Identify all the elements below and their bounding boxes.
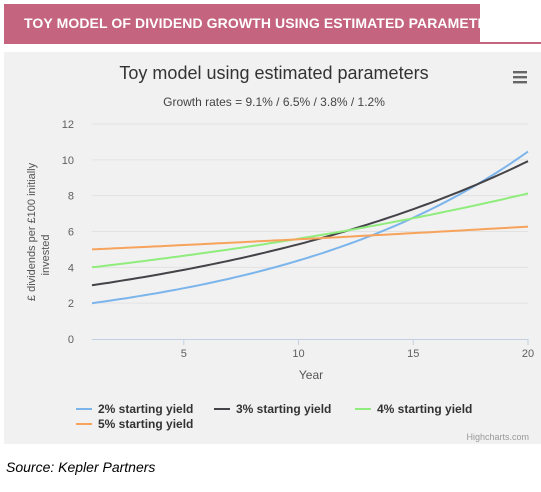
legend-label: 3% starting yield bbox=[236, 402, 331, 416]
y-tick-label: 4 bbox=[68, 262, 74, 274]
y-tick-label: 8 bbox=[68, 191, 74, 203]
series-line-2 bbox=[91, 160, 529, 287]
y-tick-label: 12 bbox=[62, 119, 74, 131]
chart-credits[interactable]: Highcharts.com bbox=[466, 432, 529, 442]
axes bbox=[92, 339, 529, 345]
series-line-1 bbox=[91, 150, 529, 305]
y-tick-label: 6 bbox=[68, 227, 74, 239]
banner-rule bbox=[4, 42, 541, 44]
line-chart: 0 2 4 6 8 10 12 5 10 15 20 Toy model using estima… bbox=[26, 63, 534, 442]
series-lines bbox=[91, 150, 529, 305]
y-tick-label: 10 bbox=[62, 155, 74, 167]
header-banner: TOY MODEL OF DIVIDEND GROWTH USING ESTIM… bbox=[4, 4, 506, 42]
menu-button[interactable] bbox=[511, 69, 529, 85]
x-tick-labels: 5 10 15 20 bbox=[181, 348, 534, 360]
y-axis-label: £ dividends per £100 initially invested bbox=[26, 162, 52, 301]
chart-panel: 0 2 4 6 8 10 12 5 10 15 20 Toy model using estima… bbox=[4, 52, 541, 444]
grid-lines bbox=[92, 123, 528, 304]
y-tick-labels: 0 2 4 6 8 10 12 bbox=[62, 119, 74, 346]
hamburger-menu-icon bbox=[513, 71, 527, 84]
legend-item-4[interactable]: 5% starting yield bbox=[76, 417, 193, 431]
x-tick-label: 20 bbox=[522, 348, 534, 360]
banner-title: TOY MODEL OF DIVIDEND GROWTH USING ESTIM… bbox=[24, 15, 507, 31]
x-tick-label: 15 bbox=[407, 348, 419, 360]
x-tick-label: 5 bbox=[181, 348, 187, 360]
series-line-4 bbox=[91, 225, 529, 251]
chart-subtitle: Growth rates = 9.1% / 6.5% / 3.8% / 1.2% bbox=[163, 95, 385, 109]
x-axis-label: Year bbox=[299, 368, 323, 382]
legend-item-3[interactable]: 4% starting yield bbox=[355, 402, 472, 416]
source-note: Source: Kepler Partners bbox=[6, 459, 156, 475]
legend-label: 4% starting yield bbox=[377, 402, 472, 416]
legend-item-2[interactable]: 3% starting yield bbox=[214, 402, 331, 416]
legend-label: 5% starting yield bbox=[98, 417, 193, 431]
y-tick-label: 0 bbox=[68, 334, 74, 346]
legend-item-1[interactable]: 2% starting yield bbox=[76, 402, 193, 416]
y-tick-label: 2 bbox=[68, 298, 74, 310]
chart-title: Toy model using estimated parameters bbox=[119, 63, 428, 83]
series-line-3 bbox=[91, 192, 529, 269]
y-axis-label-text: £ dividends per £100 initially invested bbox=[26, 162, 52, 301]
legend: 2% starting yield 3% starting yield 4% sta… bbox=[76, 402, 472, 431]
legend-label: 2% starting yield bbox=[98, 402, 193, 416]
x-tick-label: 10 bbox=[292, 348, 304, 360]
